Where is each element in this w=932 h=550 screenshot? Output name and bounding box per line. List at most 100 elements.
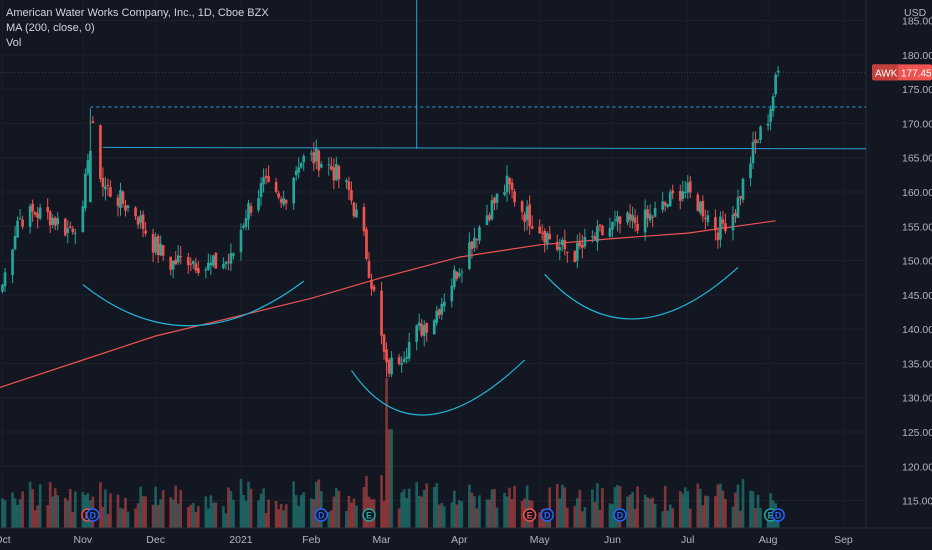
candle-body <box>759 126 762 140</box>
volume-bar <box>274 500 278 528</box>
candle-body <box>169 256 173 270</box>
candle-body <box>21 219 24 227</box>
time-tick-label: Jul <box>681 534 694 546</box>
candle-body <box>405 356 408 359</box>
price-tag-value: 177.45 <box>901 68 932 79</box>
volume-bar <box>578 489 582 528</box>
event-marker-icon[interactable] <box>540 508 554 522</box>
volume-bar <box>18 499 22 528</box>
candle-body <box>453 269 456 288</box>
candle-body <box>36 213 39 218</box>
candle-body <box>274 181 278 192</box>
volume-bar <box>156 504 160 528</box>
cup-arc[interactable] <box>82 280 305 327</box>
candle-body <box>503 192 506 195</box>
candle-body <box>267 176 270 182</box>
volume-bar <box>538 512 541 528</box>
event-marker-icon[interactable] <box>771 508 785 522</box>
cup-arc[interactable] <box>350 359 526 416</box>
event-marker-icon[interactable] <box>522 508 537 522</box>
event-marker-icon[interactable] <box>362 508 376 522</box>
candle-body <box>204 269 208 271</box>
candle-body <box>139 215 142 223</box>
event-marker-icon[interactable] <box>86 508 100 522</box>
candle-body <box>719 216 722 240</box>
volume-bar <box>330 510 333 528</box>
candle-body <box>415 325 419 342</box>
volume-bar <box>209 495 213 528</box>
event-marker-icon[interactable] <box>613 508 627 522</box>
candle-body <box>774 74 777 94</box>
candle-body <box>380 290 383 336</box>
candle-body <box>548 233 552 240</box>
volume-bar <box>488 499 491 528</box>
event-marker-label: E <box>768 511 774 521</box>
candle-body <box>194 263 198 271</box>
volume-bar <box>302 492 306 528</box>
volume-bar <box>191 503 195 528</box>
candle-body <box>385 349 388 363</box>
volume-bar <box>666 510 670 528</box>
candle-body <box>581 244 584 248</box>
volume-bar <box>126 511 130 528</box>
candle-body <box>678 191 682 201</box>
candle-body <box>156 235 160 256</box>
candle-body <box>232 253 235 256</box>
candle-body <box>355 209 358 218</box>
candle-body <box>91 121 95 124</box>
volume-bar <box>548 487 552 528</box>
volume-bar <box>279 503 283 528</box>
volume-bar <box>425 483 429 528</box>
candle-body <box>370 279 373 289</box>
cup-arc[interactable] <box>544 266 739 320</box>
candle-body <box>643 209 647 233</box>
candle-body <box>769 108 772 122</box>
candle-body <box>613 219 617 221</box>
volume-indicator-label: Vol <box>6 37 22 49</box>
candle-body <box>309 153 313 155</box>
candle-body <box>563 240 567 250</box>
event-marker-label: D <box>544 511 551 521</box>
candle-body <box>756 141 760 143</box>
price-tick-label: 185.00 <box>902 16 932 28</box>
volume-bar <box>704 495 707 528</box>
volume-bar <box>458 500 461 528</box>
candle-body <box>523 214 526 222</box>
candle-body <box>490 200 494 220</box>
volume-bar <box>36 505 39 528</box>
event-markers: EDDEEDDED <box>81 508 785 522</box>
volume-bar <box>81 492 85 528</box>
volume-bar <box>232 499 235 528</box>
candle-body <box>493 197 496 204</box>
candle-body <box>601 225 604 235</box>
candle-body <box>207 262 210 270</box>
candle-body <box>661 201 664 210</box>
volume-bar <box>249 488 253 528</box>
volume-bar <box>63 497 67 528</box>
candle-body <box>495 193 499 203</box>
volume-bar <box>355 505 358 528</box>
candle-body <box>171 260 175 270</box>
price-tick-label: 165.00 <box>902 153 932 165</box>
volume-bar <box>267 499 270 528</box>
neckline-trendline[interactable] <box>102 146 867 150</box>
event-marker-icon[interactable] <box>314 508 329 522</box>
volume-bar <box>490 489 494 528</box>
candle-body <box>598 224 602 227</box>
volume-bar <box>31 489 34 528</box>
candle-body <box>734 212 737 217</box>
candle-body <box>259 183 263 197</box>
volume-bar <box>721 490 725 528</box>
price-grid <box>0 20 866 502</box>
volume-bar <box>440 502 444 528</box>
volume-bar <box>618 486 622 528</box>
time-tick-label: May <box>530 534 551 546</box>
volume-bar <box>104 489 107 528</box>
candle-body <box>751 141 755 164</box>
volume-bar <box>144 496 147 528</box>
candle-body <box>126 205 130 209</box>
candle-body <box>124 205 127 211</box>
volume-bar <box>244 500 248 528</box>
volume-bar <box>653 503 657 528</box>
